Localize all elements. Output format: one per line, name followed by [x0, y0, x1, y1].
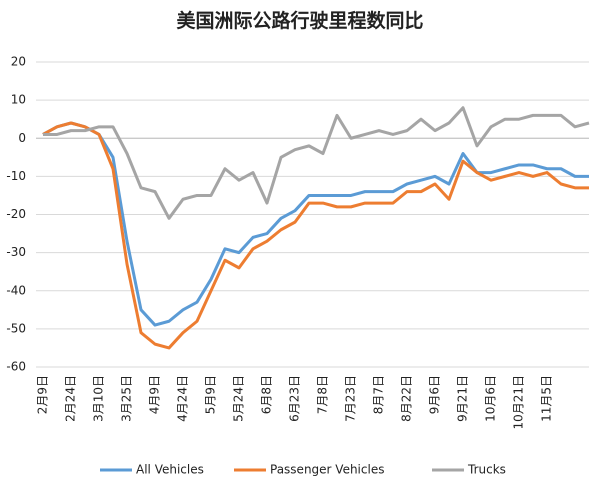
x-tick-label: 11月5日	[540, 375, 554, 422]
x-tick-label: 7月23日	[344, 375, 358, 422]
legend-label: All Vehicles	[136, 463, 204, 477]
x-tick-label: 8月22日	[400, 375, 414, 422]
x-tick-label: 2月24日	[64, 375, 78, 422]
x-tick-label: 10月21日	[512, 375, 526, 430]
y-tick-label: 10	[11, 93, 26, 107]
x-tick-label: 10月6日	[484, 375, 498, 422]
legend-label: Trucks	[467, 463, 506, 477]
y-tick-label: 0	[18, 131, 26, 145]
series-line	[42, 121, 589, 350]
y-tick-label: -40	[6, 283, 26, 297]
x-tick-label: 5月9日	[204, 375, 218, 414]
y-tick-label: -60	[6, 360, 26, 374]
x-tick-label: 8月7日	[372, 375, 386, 414]
x-tick-label: 2月9日	[36, 375, 50, 414]
x-tick-label: 9月21日	[456, 375, 470, 422]
chart-title: 美国洲际公路行驶里程数同比	[176, 9, 423, 32]
x-tick-label: 4月9日	[148, 375, 162, 414]
x-tick-label: 4月24日	[176, 375, 190, 422]
y-tick-label: -20	[6, 207, 26, 221]
x-tick-label: 5月24日	[232, 375, 246, 422]
x-tick-label: 7月8日	[316, 375, 330, 414]
x-tick-label: 6月8日	[260, 375, 274, 414]
x-tick-label: 3月10日	[92, 375, 106, 422]
y-tick-label: -50	[6, 321, 26, 335]
y-tick-label: -10	[6, 169, 26, 183]
series-line	[42, 121, 589, 327]
legend-label: Passenger Vehicles	[270, 463, 384, 477]
x-tick-label: 3月25日	[120, 375, 134, 422]
series-line	[43, 106, 590, 220]
y-tick-label: -30	[6, 245, 26, 259]
x-tick-label: 6月23日	[288, 375, 302, 422]
x-tick-label: 9月6日	[428, 375, 442, 414]
y-tick-label: 20	[11, 55, 26, 69]
